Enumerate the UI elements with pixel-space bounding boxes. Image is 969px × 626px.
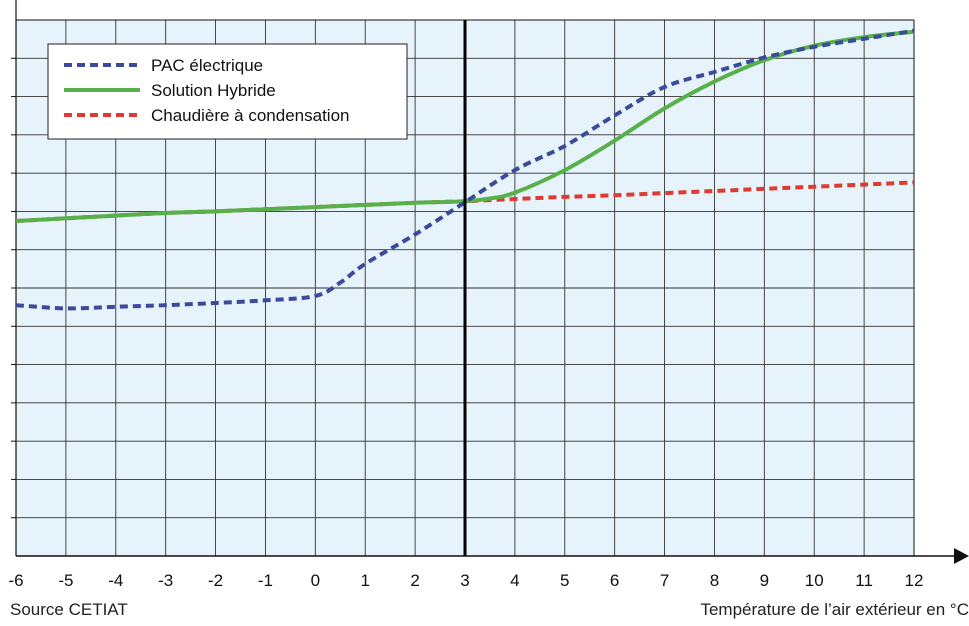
x-tick-label: 12	[905, 571, 924, 590]
x-tick-label: 2	[410, 571, 419, 590]
x-axis-arrowhead	[954, 548, 969, 564]
series-line-1	[15, 28, 915, 311]
x-tick-label: 4	[510, 571, 519, 590]
legend-label: Solution Hybride	[151, 81, 276, 100]
x-tick-label: 10	[805, 571, 824, 590]
x-tick-label: -3	[158, 571, 173, 590]
x-tick-labels: -6 -5 -4 -3 -2 -1 0 1 2 3 4 5 6 7 8 9 10 11 12	[8, 571, 923, 590]
source-label: Source CETIAT	[10, 600, 128, 619]
x-tick-label: 8	[710, 571, 719, 590]
x-tick-label: 3	[460, 571, 469, 590]
x-tick-label: -1	[258, 571, 273, 590]
legend-label: PAC électrique	[151, 56, 263, 75]
series-line-2	[15, 29, 915, 223]
legend-label: Chaudière à condensation	[151, 106, 349, 125]
x-tick-label: -6	[8, 571, 23, 590]
x-tick-label: 0	[311, 571, 320, 590]
x-tick-label: -2	[208, 571, 223, 590]
x-tick-label: 6	[610, 571, 619, 590]
x-axis-label: Température de l’air extérieur en °C	[700, 600, 969, 619]
legend: PAC électrique Solution Hybride Chaudière …	[47, 43, 408, 140]
x-tick-label: 9	[760, 571, 769, 590]
x-tick-label: 11	[855, 571, 873, 590]
x-tick-label: 5	[560, 571, 569, 590]
x-tick-label: -5	[58, 571, 73, 590]
x-tick-label: -4	[108, 571, 123, 590]
x-tick-label: 1	[360, 571, 369, 590]
x-tick-label: 7	[660, 571, 669, 590]
